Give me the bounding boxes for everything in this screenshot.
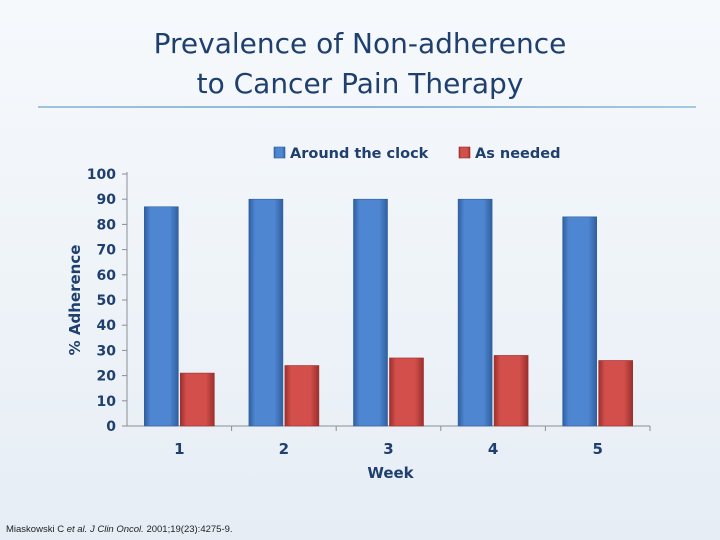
y-tick-label: 80: [97, 217, 117, 233]
legend-label-around-the-clock: Around the clock: [290, 146, 429, 162]
title-line-2: to Cancer Pain Therapy: [196, 67, 524, 100]
y-tick-label: 60: [97, 268, 117, 284]
x-axis-title: Week: [367, 464, 414, 482]
bar-around-the-clock-week-5: [562, 216, 598, 427]
bar-as-needed-week-4: [493, 355, 529, 427]
bar-around-the-clock-week-1: [144, 206, 179, 427]
y-tick-label: 90: [97, 192, 117, 208]
x-tick-label: 1: [174, 440, 184, 458]
legend-label-as-needed: As needed: [475, 146, 561, 162]
citation-ref: 2001;19(23):4275-9.: [146, 524, 233, 535]
legend-swatch-as-needed: [458, 146, 471, 159]
citation-authors: Miaskowski C: [6, 524, 65, 535]
bar-around-the-clock-week-4: [457, 198, 493, 427]
title-line-1: Prevalence of Non-adherence: [153, 27, 567, 60]
y-tick-label: 20: [97, 369, 117, 385]
x-tick-label: 5: [592, 440, 602, 458]
bar-around-the-clock-week-3: [353, 198, 388, 427]
x-tick-label: 2: [279, 440, 289, 458]
bar-as-needed-week-2: [284, 365, 320, 427]
slide-title: Prevalence of Non-adherence to Cancer Pa…: [0, 24, 720, 104]
y-axis-title: % Adherence: [66, 245, 84, 356]
y-tick-label: 50: [97, 293, 117, 309]
citation: Miaskowski C et al. J Clin Oncol. 2001;1…: [6, 524, 233, 535]
citation-etal: et al.: [66, 524, 88, 535]
y-tick-label: 40: [97, 318, 117, 334]
y-tick-label: 0: [106, 419, 116, 435]
bar-around-the-clock-week-2: [248, 198, 284, 427]
y-tick-label: 10: [97, 394, 117, 410]
y-tick-label: 100: [87, 167, 116, 183]
y-tick-label: 30: [97, 343, 117, 359]
bar-as-needed-week-3: [389, 357, 424, 427]
y-tick-label: 70: [97, 243, 117, 259]
x-tick-label: 4: [488, 440, 498, 458]
title-divider: [38, 106, 696, 108]
legend-swatch-around-the-clock: [273, 146, 286, 159]
bar-as-needed-week-5: [598, 360, 634, 427]
citation-journal: J Clin Oncol.: [89, 524, 144, 535]
x-tick-label: 3: [383, 440, 393, 458]
bar-as-needed-week-1: [180, 372, 215, 427]
